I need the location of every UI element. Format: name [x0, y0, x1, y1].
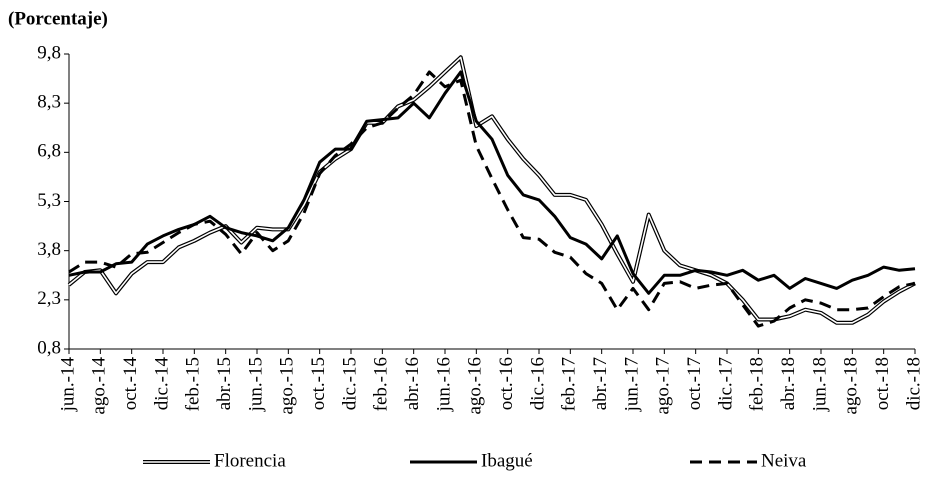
legend-label: Florencia	[214, 450, 286, 471]
x-tick-label: ago.-14	[89, 357, 110, 415]
x-tick-label: jun.-15	[245, 357, 266, 412]
x-tick-label: jun.-17	[621, 357, 642, 412]
x-tick-label: dic.-15	[339, 357, 360, 410]
x-tick-label: dic.-18	[903, 357, 924, 410]
chart-title: (Porcentaje)	[8, 8, 108, 29]
series-line	[67, 55, 916, 325]
x-tick-label: oct.-17	[684, 357, 705, 410]
x-tick-label: oct.-14	[120, 357, 141, 411]
x-tick-label: dic.-16	[527, 357, 548, 410]
x-tick-label: ago.-17	[653, 357, 674, 415]
x-tick-label: abr.-17	[590, 357, 611, 410]
x-tick-label: abr.-15	[214, 357, 235, 410]
x-tick-label: feb.-17	[559, 357, 580, 411]
legend-label: Ibagué	[481, 450, 533, 471]
series-line	[68, 70, 916, 328]
x-tick-label: jun.-14	[57, 357, 78, 413]
series-line	[68, 70, 916, 295]
x-tick-label: ago.-16	[465, 357, 486, 415]
y-tick-label: 0,8	[37, 337, 61, 358]
x-tick-label: ago.-18	[841, 357, 862, 415]
x-tick-label: abr.-16	[402, 357, 423, 410]
x-tick-label: feb.-18	[747, 357, 768, 411]
series-line-inner	[68, 56, 916, 324]
y-tick-label: 2,3	[37, 288, 61, 309]
y-tick-label: 9,8	[37, 42, 61, 63]
x-tick-label: feb.-15	[183, 357, 204, 411]
x-tick-label: oct.-18	[872, 357, 893, 410]
x-tick-label: dic.-14	[151, 357, 172, 411]
x-tick-label: jun.-16	[433, 357, 454, 412]
x-tick-label: oct.-15	[308, 357, 329, 410]
legend-label: Neiva	[761, 450, 807, 471]
x-tick-label: dic.-17	[715, 357, 736, 410]
y-tick-label: 8,3	[37, 92, 61, 113]
y-tick-label: 5,3	[37, 190, 61, 211]
x-tick-label: feb.-16	[371, 357, 392, 411]
x-tick-label: jun.-18	[809, 357, 830, 412]
x-tick-label: ago.-15	[277, 357, 298, 415]
y-tick-label: 3,8	[37, 239, 61, 260]
x-tick-label: abr.-18	[778, 357, 799, 410]
y-tick-label: 6,8	[37, 141, 61, 162]
x-tick-label: oct.-16	[496, 357, 517, 410]
